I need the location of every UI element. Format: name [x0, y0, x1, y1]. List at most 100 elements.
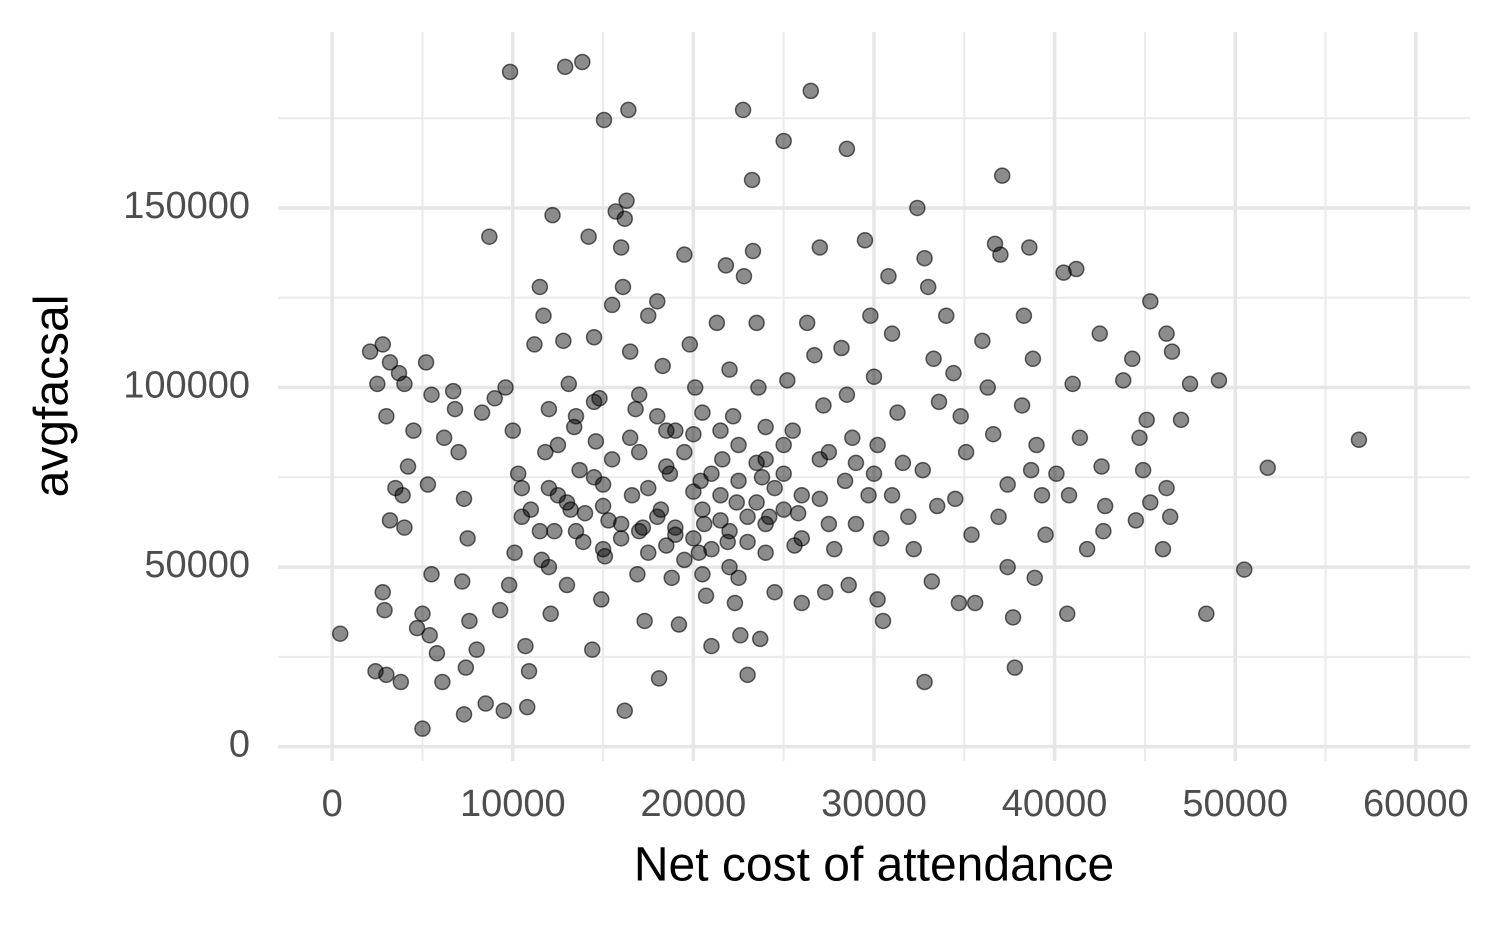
point [1021, 239, 1038, 256]
point [686, 379, 704, 396]
point [811, 239, 829, 256]
point [649, 408, 666, 425]
point [1064, 375, 1081, 393]
point [816, 583, 834, 601]
point [979, 379, 997, 396]
point [1078, 540, 1096, 558]
point [1004, 609, 1022, 626]
point [537, 443, 554, 461]
point [453, 573, 471, 590]
point [535, 307, 552, 324]
point [730, 472, 747, 490]
point [708, 314, 726, 332]
point [576, 504, 594, 522]
point [930, 393, 948, 411]
point [414, 720, 431, 737]
point [744, 242, 762, 260]
point [676, 246, 693, 263]
point [820, 515, 838, 533]
point [419, 476, 437, 493]
point [369, 375, 386, 393]
point [676, 551, 693, 569]
point [806, 346, 823, 364]
point [757, 515, 774, 533]
point [690, 544, 708, 561]
point [549, 436, 567, 454]
point [421, 627, 438, 644]
point [865, 368, 883, 385]
point [703, 637, 720, 655]
point [399, 458, 417, 475]
point [1124, 350, 1141, 368]
point [811, 490, 829, 508]
point [497, 379, 514, 396]
point [542, 605, 559, 623]
point [880, 267, 897, 285]
point [423, 386, 440, 403]
point [513, 479, 531, 497]
point [593, 591, 610, 608]
point [423, 566, 440, 583]
point [560, 375, 578, 393]
point [1163, 343, 1181, 360]
point [1068, 260, 1085, 278]
point [676, 443, 693, 461]
point [838, 140, 856, 158]
x-tick-label: 20000 [641, 783, 747, 825]
point [580, 228, 597, 245]
point [1058, 605, 1076, 623]
point [1161, 508, 1179, 526]
point [775, 132, 792, 150]
point [629, 566, 646, 583]
point [1210, 372, 1228, 389]
point [739, 533, 756, 551]
point [495, 702, 513, 719]
point [374, 583, 392, 601]
grid [278, 32, 1470, 761]
point [724, 408, 742, 425]
point [999, 558, 1016, 576]
point [919, 278, 937, 296]
point [616, 210, 634, 227]
point [872, 530, 890, 547]
point [603, 296, 621, 314]
point [405, 422, 422, 439]
point [925, 350, 942, 368]
point [567, 408, 585, 425]
point [630, 443, 648, 461]
point [826, 540, 843, 558]
point [734, 101, 752, 119]
point [585, 469, 603, 486]
point [694, 566, 711, 583]
point [455, 490, 473, 508]
point [444, 382, 462, 400]
point [446, 400, 464, 418]
point [396, 519, 413, 536]
point [712, 512, 729, 529]
point [585, 328, 603, 346]
point [717, 257, 735, 274]
point [923, 573, 941, 590]
point [963, 526, 980, 544]
point [847, 454, 865, 472]
point [1350, 431, 1368, 449]
point [1024, 350, 1042, 368]
point [574, 53, 591, 71]
x-tick-label: 40000 [1002, 783, 1108, 825]
point [750, 379, 767, 396]
point [721, 522, 738, 540]
point [1158, 479, 1175, 497]
point [654, 357, 671, 375]
point [658, 422, 675, 439]
point [500, 576, 518, 594]
point [869, 436, 886, 454]
point [1154, 540, 1172, 558]
point [865, 465, 883, 482]
point [974, 332, 991, 350]
point [1127, 512, 1145, 529]
point [612, 239, 630, 256]
point [793, 594, 811, 612]
point [730, 569, 747, 587]
